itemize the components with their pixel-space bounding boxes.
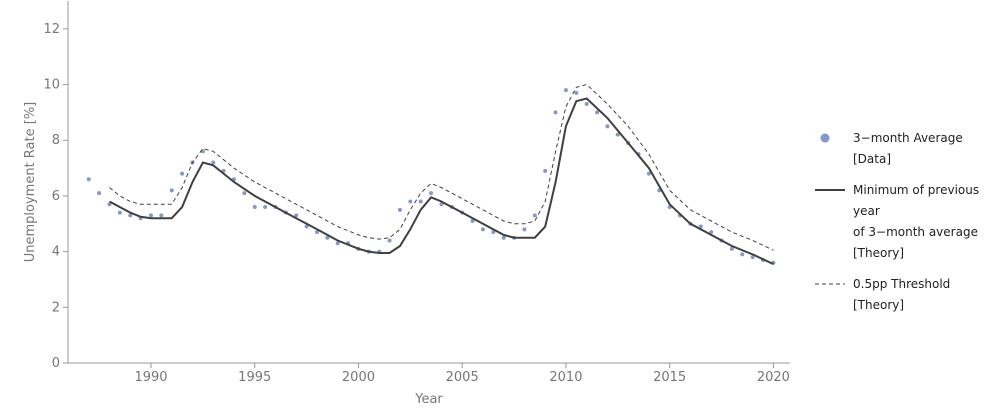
data-point	[263, 205, 268, 210]
y-tick-label: 6	[52, 189, 60, 204]
y-tick-label: 10	[43, 78, 60, 93]
y-tick-label: 4	[52, 245, 60, 260]
y-tick-label: 0	[52, 356, 60, 371]
x-tick-label: 2010	[549, 370, 582, 385]
data-point	[491, 230, 496, 235]
data-point	[501, 235, 506, 240]
data-point	[325, 235, 330, 240]
data-point	[335, 241, 340, 246]
legend-marker	[820, 133, 830, 143]
data-point	[169, 188, 174, 193]
legend-label: 0.5pp Threshold [Theory]	[853, 277, 951, 312]
y-tick-label: 2	[52, 300, 60, 315]
data-point	[304, 224, 309, 229]
data-point	[740, 252, 745, 257]
y-axis-label: Unemployment Rate [%]	[23, 102, 38, 263]
data-point	[522, 227, 527, 232]
data-point	[563, 88, 568, 93]
data-point	[470, 218, 475, 223]
data-point	[553, 110, 558, 115]
legend-item: Minimum of previous year of 3−month aver…	[815, 182, 1000, 264]
legend-label: Minimum of previous year of 3−month aver…	[853, 183, 980, 260]
data-point	[148, 213, 153, 218]
data-point	[418, 199, 423, 204]
data-point	[97, 191, 102, 196]
data-point	[387, 238, 392, 243]
data-point	[397, 207, 402, 212]
data-point	[480, 227, 485, 232]
data-point	[159, 213, 164, 218]
data-point	[439, 202, 444, 207]
x-tick-label: 2015	[653, 370, 686, 385]
data-point	[646, 171, 651, 176]
data-point	[595, 110, 600, 115]
data-point	[314, 230, 319, 235]
data-point	[605, 124, 610, 129]
data-point	[211, 160, 216, 165]
legend-marker	[815, 189, 845, 191]
legend-item: 3−month Average [Data]	[815, 130, 1000, 170]
x-tick-label: 1990	[134, 370, 167, 385]
data-point	[107, 202, 112, 207]
data-point	[584, 102, 589, 107]
y-tick-label: 8	[52, 133, 60, 148]
data-point	[750, 255, 755, 260]
data-point	[408, 199, 413, 204]
legend-label: 3−month Average [Data]	[853, 131, 963, 166]
data-point	[128, 213, 133, 218]
data-point	[615, 132, 620, 137]
legend-item: 0.5pp Threshold [Theory]	[815, 276, 1000, 316]
x-tick-label: 1995	[238, 370, 271, 385]
data-point	[532, 213, 537, 218]
x-tick-label: 2020	[757, 370, 790, 385]
data-point	[729, 246, 734, 251]
data-point	[180, 171, 185, 176]
data-point	[86, 177, 91, 182]
legend: 3−month Average [Data] Minimum of previou…	[815, 130, 1000, 328]
threshold-line	[109, 83, 774, 251]
x-tick-label: 2005	[446, 370, 479, 385]
data-point	[698, 224, 703, 229]
legend-marker	[815, 283, 845, 285]
data-point	[429, 191, 434, 196]
legend-dot	[820, 133, 830, 143]
data-point	[294, 213, 299, 218]
data-point	[574, 90, 579, 95]
x-tick-label: 2000	[342, 370, 375, 385]
y-tick-label: 12	[43, 22, 60, 37]
theory-line	[109, 97, 774, 266]
data-point	[242, 191, 247, 196]
data-point	[252, 205, 257, 210]
data-point	[709, 230, 714, 235]
data-point	[543, 168, 548, 173]
x-axis-label: Year	[414, 392, 443, 407]
data-point	[117, 210, 122, 215]
